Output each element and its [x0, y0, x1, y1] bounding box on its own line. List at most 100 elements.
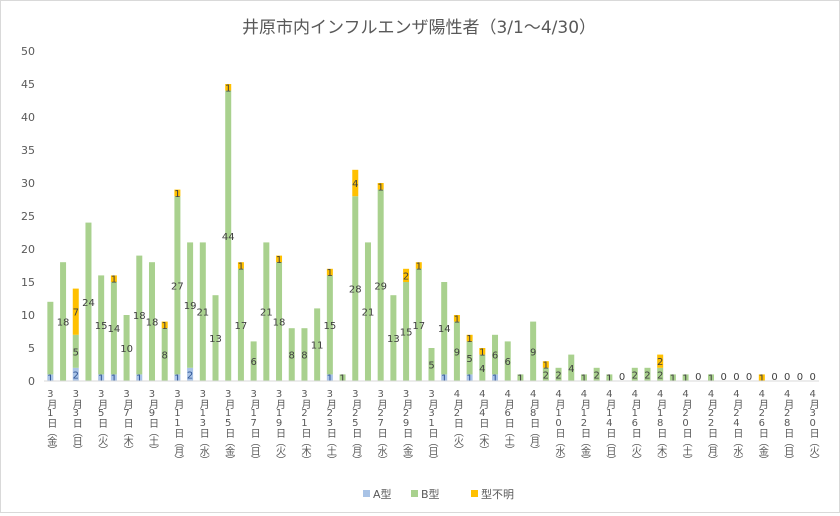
bar-segment	[479, 348, 486, 355]
bar-segment	[161, 328, 168, 381]
data-label: 1	[441, 374, 447, 385]
data-label: 2	[543, 370, 549, 381]
x-tick-label: 4月4日（木）	[477, 389, 489, 454]
y-tick-label: 40	[21, 111, 35, 124]
data-label: 24	[82, 298, 95, 309]
x-tick-label: 4月16日（火）	[629, 389, 641, 464]
data-label: 11	[311, 341, 324, 352]
data-label: 14	[108, 324, 121, 335]
bar-segment	[517, 374, 524, 381]
x-tick-label: 4月30日（火）	[807, 389, 819, 464]
bar-segment	[72, 334, 79, 368]
data-label: 5	[428, 361, 434, 372]
bar-segment	[136, 255, 143, 375]
x-tick-label: 3月3日（日）	[70, 389, 82, 454]
bar-segment	[466, 341, 473, 375]
data-label: 21	[362, 308, 375, 319]
data-label: 9	[530, 347, 536, 358]
data-label: 8	[301, 351, 307, 362]
data-label: 4	[479, 364, 485, 375]
x-tick-label: 3月9日（土）	[146, 389, 158, 454]
bar-segment	[110, 282, 117, 375]
data-label: 6	[250, 357, 256, 368]
data-label: 28	[349, 285, 362, 296]
x-tick-label: 4月2日（火）	[451, 389, 463, 454]
data-label: 1	[543, 361, 549, 372]
bar-segment	[47, 301, 54, 375]
bar-segment	[225, 84, 232, 91]
bar-segment	[657, 354, 664, 368]
data-label: 2	[187, 370, 193, 381]
x-tick-label: 4月10日（水）	[553, 389, 565, 464]
x-tick-label: 3月5日（火）	[96, 389, 108, 454]
data-label: 1	[98, 374, 104, 385]
data-label: 1	[162, 321, 168, 332]
bar-segment	[466, 374, 473, 381]
data-label: 1	[238, 262, 244, 273]
data-label: 9	[454, 347, 460, 358]
data-label: 0	[771, 372, 777, 383]
x-tick-label: 4月20日（土）	[680, 389, 692, 464]
data-label: 1	[466, 334, 472, 345]
bar-segment	[364, 242, 371, 381]
bar-segment	[453, 321, 460, 381]
x-tick-label: 3月25日（月）	[350, 389, 362, 464]
bar-segment	[174, 189, 181, 197]
data-label: 18	[57, 318, 70, 329]
bar-segment	[225, 90, 232, 381]
bar-segment	[276, 262, 283, 381]
data-label: 5	[73, 347, 79, 358]
x-axis: 3月1日（金） 3月3日（日） 3月5日（火） 3月7日（木） 3月9日（土） 3月11日…	[44, 380, 819, 464]
x-tick-label: 4月28日（日）	[782, 389, 794, 464]
data-label: 1	[339, 374, 345, 385]
bar-segment	[352, 196, 359, 381]
x-tick-label: 3月17日（日）	[248, 389, 260, 464]
x-tick-label: 4月26日（金）	[756, 389, 768, 464]
x-tick-label: 3月13日（水）	[197, 389, 209, 464]
bar-segment	[415, 262, 422, 269]
x-tick-label: 3月7日（木）	[121, 389, 133, 454]
y-tick-label: 15	[21, 276, 35, 289]
bar-segment	[110, 275, 117, 282]
bar-segment	[187, 242, 194, 368]
bar-segment	[568, 354, 575, 381]
data-label: 1	[276, 255, 282, 266]
y-tick-label: 45	[21, 78, 35, 91]
bar-segment	[47, 374, 54, 381]
data-label: 2	[657, 370, 663, 381]
data-label: 2	[403, 271, 409, 282]
x-tick-label: 3月27日（水）	[375, 389, 387, 464]
x-tick-label: 4月18日（木）	[655, 389, 667, 464]
data-label: 27	[171, 281, 184, 292]
bar-segment	[161, 321, 168, 329]
bar-segment	[492, 374, 499, 381]
data-label: 0	[809, 372, 815, 383]
data-label: 6	[505, 357, 511, 368]
data-label: 19	[184, 301, 197, 312]
bar-segment	[428, 348, 435, 381]
data-label: 18	[133, 311, 146, 322]
x-tick-label: 4月6日（土）	[502, 389, 514, 454]
data-label: 1	[708, 374, 714, 385]
bar-segment	[415, 268, 422, 381]
data-label: 1	[759, 374, 765, 385]
bar-segment	[492, 334, 499, 375]
bar-segment	[212, 295, 219, 381]
bar-segment	[339, 374, 346, 381]
data-label: 17	[412, 321, 425, 332]
bar-segment	[250, 341, 257, 381]
data-label: 2	[593, 370, 599, 381]
data-label: 2	[657, 357, 663, 368]
bar-segment	[187, 367, 194, 381]
y-tick-label: 20	[21, 243, 35, 256]
x-tick-label: 4月12日（金）	[578, 389, 590, 464]
legend-swatch	[363, 490, 370, 497]
bar-segment	[377, 183, 384, 190]
bar-segment	[453, 315, 460, 322]
x-tick-label: 4月22日（月）	[706, 389, 718, 464]
bar-segment	[98, 374, 105, 381]
data-label: 1	[377, 182, 383, 193]
data-label: 21	[260, 308, 273, 319]
data-label: 1	[416, 262, 422, 273]
